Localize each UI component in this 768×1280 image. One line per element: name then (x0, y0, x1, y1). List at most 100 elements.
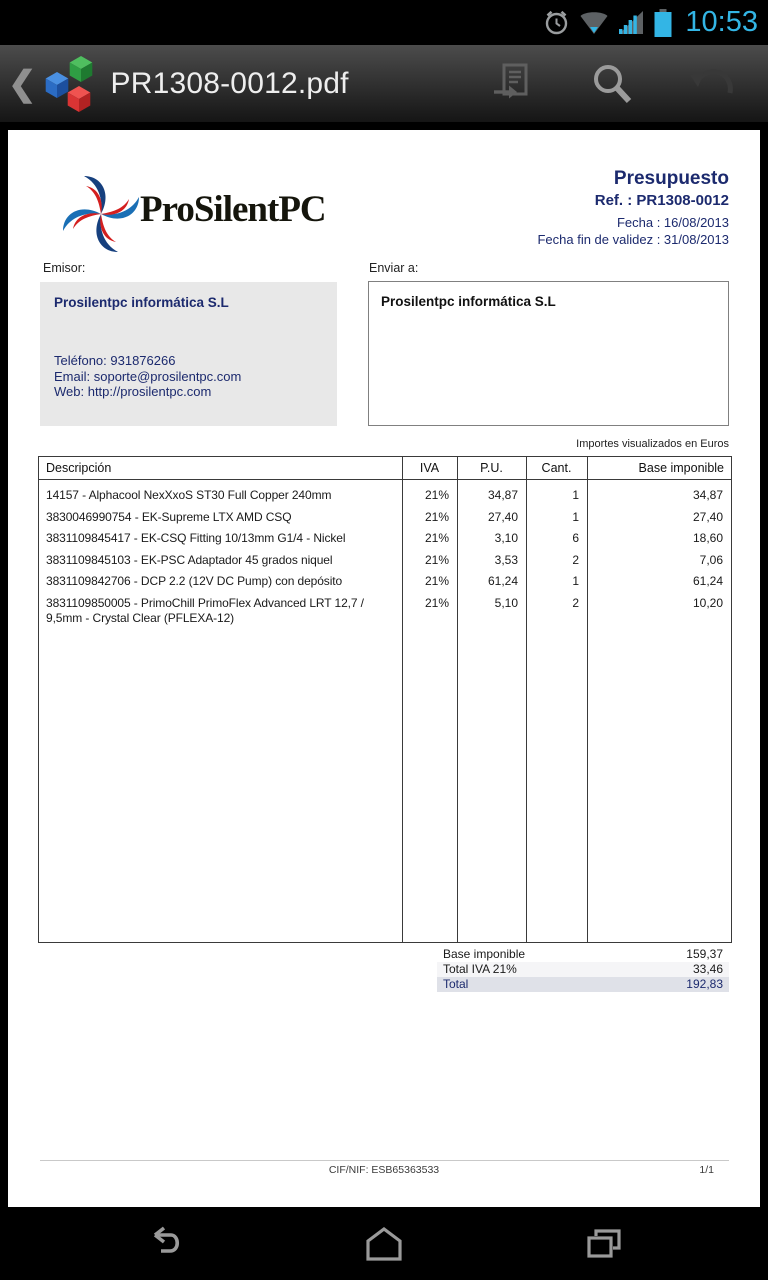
col-header-cant: Cant. (541, 461, 572, 475)
cell-base: 7,06 (699, 552, 723, 567)
green-cube (69, 55, 92, 82)
emisor-phone: Teléfono: 931876266 (54, 353, 176, 368)
nav-recents-icon (587, 1228, 621, 1258)
table-row: 3831109842706 - DCP 2.2 (12V DC Pump) co… (39, 571, 731, 593)
column-separator (402, 457, 403, 942)
column-separator (526, 457, 527, 942)
signal-icon (619, 10, 644, 34)
battery-icon (654, 8, 672, 37)
nav-home-icon (366, 1226, 402, 1261)
table-row: 3831109845417 - EK-CSQ Fitting 10/13mm G… (39, 528, 731, 550)
document-title: PR1308-0012.pdf (110, 66, 349, 100)
total-row-total: Total 192,83 (437, 977, 729, 992)
android-nav-bar (0, 1207, 768, 1280)
col-header-pu: P.U. (480, 461, 503, 475)
col-header-descripcion: Descripción (46, 461, 112, 475)
total-label: Base imponible (443, 947, 526, 961)
table-row: 14157 - Alphacool NexXxoS ST30 Full Copp… (39, 485, 731, 507)
nav-home-button[interactable] (362, 1224, 406, 1264)
cell-iva: 21% (424, 574, 449, 589)
cell-base: 10,20 (692, 595, 723, 610)
column-separator (457, 457, 458, 942)
footer-divider (40, 1160, 729, 1161)
search-icon[interactable] (588, 60, 636, 108)
total-label: Total (443, 977, 469, 991)
emisor-web: Web: http://prosilentpc.com (54, 384, 212, 399)
blue-cube (45, 71, 68, 98)
app-bar: ❮ PR1308-0012.pdf (0, 45, 768, 123)
cell-pu: 61,24 (487, 574, 518, 589)
table-header-row: Descripción IVA P.U. Cant. Base imponibl… (39, 457, 731, 480)
emisor-company: Prosilentpc informática S.L (54, 295, 229, 310)
total-label: Total IVA 21% (443, 962, 517, 976)
emisor-box: Prosilentpc informática S.L Teléfono: 93… (40, 282, 337, 426)
table-row: 3831109850005 - PrimoChill PrimoFlex Adv… (39, 593, 731, 626)
cell-pu: 5,10 (494, 595, 518, 610)
enviar-label: Enviar a: (369, 261, 419, 275)
total-value: 159,37 (686, 947, 723, 961)
wifi-icon (580, 11, 608, 34)
enviar-company: Prosilentpc informática S.L (381, 294, 556, 309)
totals-block: Base imponible 159,37 Total IVA 21% 33,4… (437, 947, 729, 992)
footer-cif: CIF/NIF: ESB65363533 (328, 1164, 440, 1176)
cell-pu: 27,40 (487, 509, 518, 524)
cell-desc: 3831109850005 - PrimoChill PrimoFlex Adv… (46, 595, 364, 625)
cell-cant: 6 (572, 531, 579, 546)
cell-iva: 21% (424, 488, 449, 502)
nav-back-button[interactable] (142, 1224, 186, 1264)
undo-icon[interactable] (688, 63, 736, 105)
doc-date: Fecha : 16/08/2013 (616, 215, 729, 231)
doc-valid-until: Fecha fin de validez : 31/08/2013 (537, 232, 729, 248)
cell-cant: 1 (572, 574, 579, 589)
cell-base: 27,40 (692, 509, 723, 524)
table-row: 3830046990754 - EK-Supreme LTX AMD CSQ 2… (39, 507, 731, 529)
cell-pu: 34,87 (487, 488, 518, 502)
pdf-page-canvas[interactable]: ProSilentPC Presupuesto Ref. : PR1308-00… (8, 130, 760, 1207)
status-bar: 10:53 (0, 0, 768, 45)
cell-cant: 1 (572, 509, 579, 524)
export-page-icon[interactable] (490, 61, 536, 107)
cell-cant: 2 (572, 552, 579, 567)
enviar-box: Prosilentpc informática S.L (368, 281, 729, 426)
doc-reference: Ref. : PR1308-0012 (594, 191, 729, 209)
cell-desc: 3831109845103 - EK-PSC Adaptador 45 grad… (46, 552, 333, 567)
total-row-base: Base imponible 159,37 (437, 947, 729, 962)
total-row-iva: Total IVA 21% 33,46 (437, 962, 729, 977)
items-table: Descripción IVA P.U. Cant. Base imponibl… (38, 456, 732, 943)
footer-page-number: 1/1 (699, 1164, 714, 1176)
cell-pu: 3,53 (494, 552, 518, 567)
currency-note: Importes visualizados en Euros (576, 438, 729, 450)
cell-iva: 21% (424, 552, 449, 567)
cell-cant: 2 (572, 595, 579, 610)
doc-title: Presupuesto (613, 168, 729, 189)
emisor-email: Email: soporte@prosilentpc.com (54, 368, 242, 384)
doc-header-block: Presupuesto Ref. : PR1308-0012 Fecha : 1… (537, 168, 729, 248)
cell-desc: 3831109845417 - EK-CSQ Fitting 10/13mm G… (46, 531, 346, 546)
total-value: 192,83 (686, 977, 723, 991)
cell-iva: 21% (424, 509, 449, 524)
cell-desc: 14157 - Alphacool NexXxoS ST30 Full Copp… (46, 488, 332, 502)
cell-base: 18,60 (692, 531, 723, 546)
logo-wordmark: ProSilentPC (140, 189, 327, 230)
cell-base: 34,87 (692, 488, 723, 502)
cell-pu: 3,10 (494, 531, 518, 546)
prosilentpc-logo-icon (63, 176, 139, 252)
cell-base: 61,24 (692, 574, 723, 589)
total-value: 33,46 (692, 962, 723, 976)
cell-iva: 21% (424, 531, 449, 546)
cell-desc: 3831109842706 - DCP 2.2 (12V DC Pump) co… (46, 574, 343, 589)
nav-back-icon (153, 1226, 180, 1253)
table-row: 3831109845103 - EK-PSC Adaptador 45 grad… (39, 550, 731, 572)
nav-recents-button[interactable] (582, 1224, 626, 1264)
col-header-iva: IVA (419, 461, 440, 475)
col-header-base: Base imponible (638, 461, 724, 475)
cell-cant: 1 (572, 488, 579, 502)
column-separator (587, 457, 588, 942)
clock-time: 10:53 (685, 6, 758, 38)
red-cube (67, 85, 90, 112)
emisor-label: Emisor: (43, 261, 86, 275)
cell-desc: 3830046990754 - EK-Supreme LTX AMD CSQ (46, 509, 292, 524)
back-chevron-icon[interactable]: ❮ (8, 64, 37, 103)
officesuite-app-icon[interactable] (41, 53, 103, 115)
cell-iva: 21% (424, 595, 449, 610)
